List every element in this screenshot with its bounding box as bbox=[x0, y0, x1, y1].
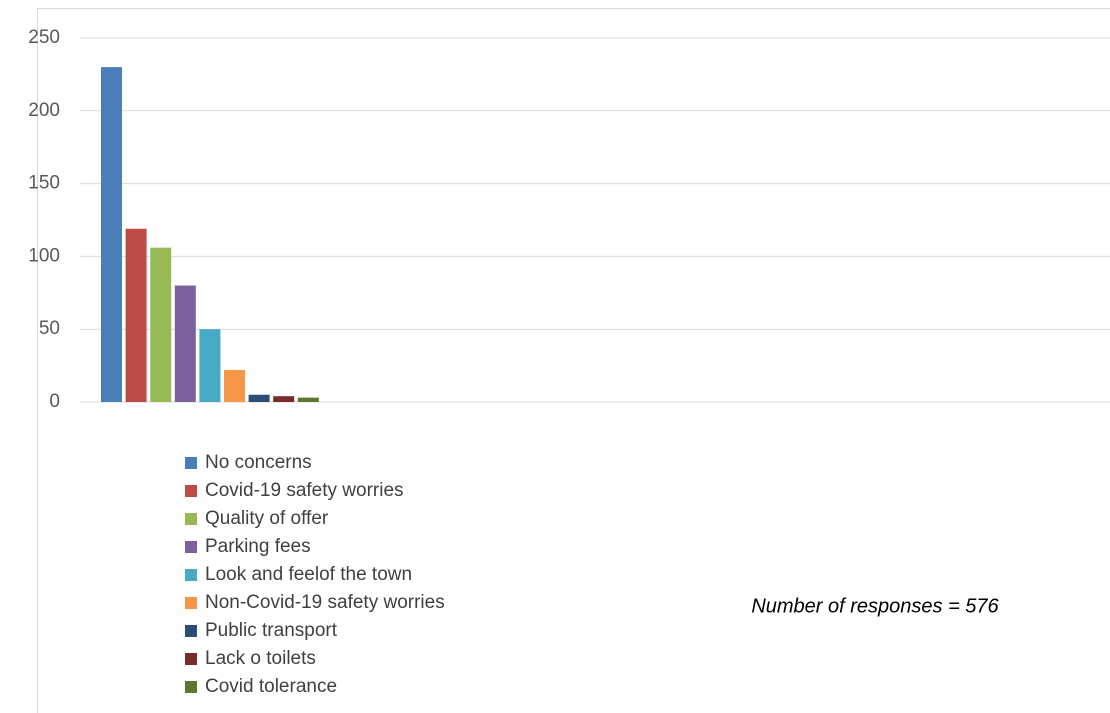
legend-swatch bbox=[185, 681, 197, 693]
bar bbox=[101, 67, 122, 403]
legend-label: Look and feelof the town bbox=[205, 564, 412, 585]
chart-frame bbox=[37, 8, 1110, 713]
legend-label: Quality of offer bbox=[205, 508, 329, 529]
legend-label: Non-Covid-19 safety worries bbox=[205, 592, 445, 613]
annotation: Number of responses = 576 bbox=[751, 595, 999, 617]
bar bbox=[273, 396, 295, 402]
legend-swatch bbox=[185, 457, 197, 469]
bar bbox=[248, 394, 270, 402]
y-tick-label: 0 bbox=[49, 391, 60, 412]
bar bbox=[297, 397, 319, 402]
bar bbox=[224, 369, 245, 402]
legend-label: Covid tolerance bbox=[205, 676, 337, 697]
y-tick-label: 150 bbox=[28, 173, 60, 194]
y-tick-label: 200 bbox=[28, 100, 60, 121]
bar bbox=[150, 247, 172, 402]
legend-swatch bbox=[185, 653, 197, 665]
legend-swatch bbox=[185, 541, 197, 553]
legend-label: Parking fees bbox=[205, 536, 311, 557]
legend-label: Public transport bbox=[205, 620, 338, 641]
legend-swatch bbox=[185, 513, 197, 525]
y-tick-label: 250 bbox=[28, 27, 60, 48]
bar bbox=[199, 329, 221, 402]
legend-label: Covid-19 safety worries bbox=[205, 480, 404, 501]
legend-label: Lack o toilets bbox=[205, 648, 316, 669]
legend-swatch bbox=[185, 485, 197, 497]
legend-swatch bbox=[185, 625, 197, 637]
bar bbox=[125, 228, 147, 402]
legend-swatch bbox=[185, 569, 197, 581]
legend-swatch bbox=[185, 597, 197, 609]
bar bbox=[174, 285, 196, 402]
y-tick-label: 100 bbox=[28, 245, 60, 266]
y-tick-label: 50 bbox=[39, 318, 60, 339]
legend-label: No concerns bbox=[205, 452, 312, 473]
